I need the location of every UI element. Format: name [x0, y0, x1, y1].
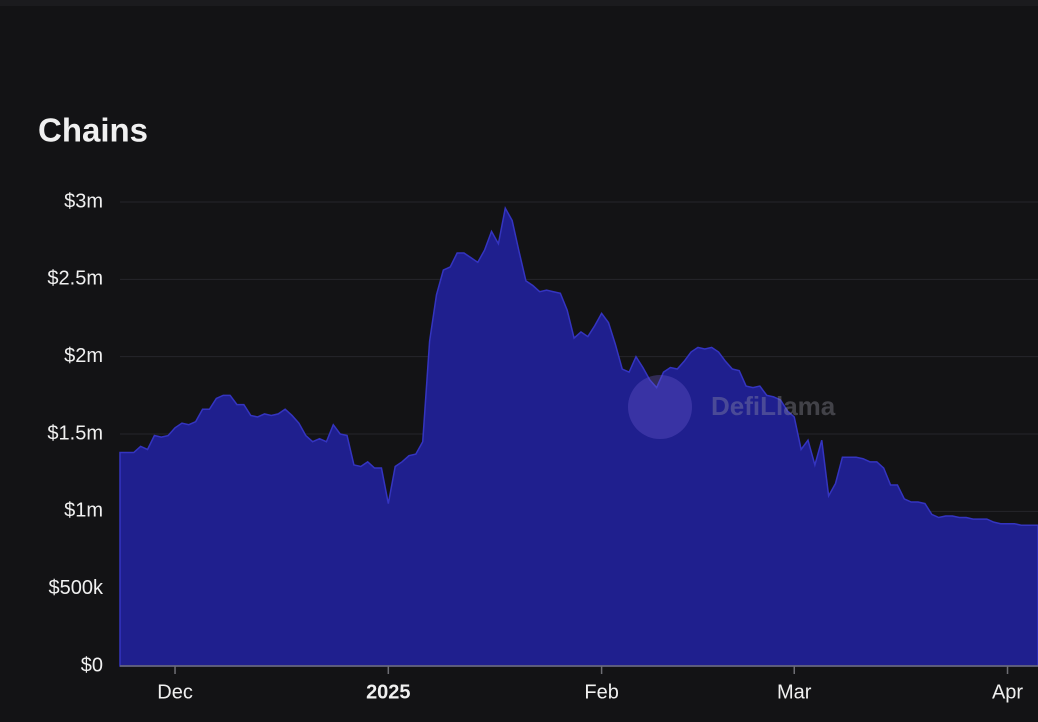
x-tick-label: Mar — [777, 681, 812, 703]
watermark-text: DefiLlama — [711, 391, 836, 421]
x-tick-label: Dec — [157, 681, 193, 703]
y-tick-label: $3m — [64, 190, 103, 212]
y-tick-label: $2.5m — [47, 268, 103, 290]
y-tick-label: $0 — [81, 654, 103, 676]
chart-title: Chains — [38, 112, 148, 149]
top-strip — [0, 0, 1038, 6]
y-tick-label: $500k — [49, 577, 104, 599]
y-tick-label: $2m — [64, 345, 103, 367]
watermark-logo — [628, 375, 692, 439]
y-tick-label: $1m — [64, 500, 103, 522]
area — [119, 206, 1038, 667]
x-tick-label: 2025 — [366, 681, 411, 703]
x-tick-label: Apr — [992, 681, 1023, 703]
x-tick-label: Feb — [584, 681, 618, 703]
watermark: DefiLlama — [628, 375, 836, 439]
y-tick-label: $1.5m — [47, 422, 103, 444]
